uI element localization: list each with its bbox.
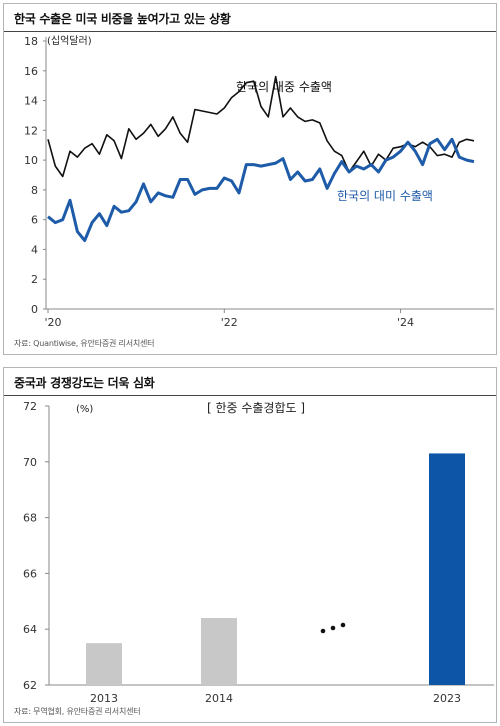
y-tick-label: 64 [23,623,37,636]
y-tick-label: 14 [24,95,38,108]
x-tick-label: '24 [397,316,414,329]
panel1-title: 한국 수출은 미국 비중을 높여가고 있는 상황 [14,12,231,26]
y-tick-label: 70 [23,456,37,469]
y-tick-label: 10 [24,154,38,167]
x-tick-label: 2023 [433,692,461,705]
y-tick-label: 0 [31,303,38,316]
title-rule [4,395,496,396]
y-tick-label: 16 [24,65,38,78]
series-label-china: 한국의 대중 수출액 [236,80,332,94]
panel1-source: 자료: Quantiwise, 유안타증권 리서치센터 [14,339,155,348]
panel2-source: 자료: 무역협회, 유안타증권 리서치센터 [14,707,141,716]
bar-2023 [429,453,465,685]
y-tick-label: 18 [24,35,38,48]
gap-ellipsis-dot [340,622,346,628]
us-export-line [47,137,475,242]
series-label-us: 한국의 대미 수출액 [337,189,433,203]
gap-ellipsis-dot [320,628,326,634]
y-unit-label: (십억달러) [47,35,92,47]
x-tick-label: 2013 [90,692,118,705]
y-tick-label: 2 [31,273,38,286]
panel2-title: 중국과 경쟁강도는 더욱 심화 [14,376,155,390]
bar-2013 [86,643,122,685]
gap-ellipsis-dot [330,625,336,631]
y-tick-label: 72 [23,400,37,413]
x-tick-label: '22 [221,316,238,329]
competition-bar-chart: (%) [ 한중 수출경합도 ] 62 64 66 68 70 72 2013 2014 202… [23,400,494,705]
y-tick-label: 66 [23,567,37,580]
y-tick-label: 4 [31,243,38,256]
x-tick-label: '20 [44,316,61,329]
china-export-line [47,75,475,178]
y-tick-label: 6 [31,214,38,227]
competition-panel: 중국과 경쟁강도는 더욱 심화 (%) [ 한중 수출경합도 ] 62 64 66 6… [3,367,497,723]
bar-2014 [201,618,237,685]
y-tick-label: 12 [24,124,38,137]
y-tick-label: 8 [31,184,38,197]
x-tick-label: 2014 [205,692,233,705]
y-tick-label: 62 [23,679,37,692]
title-rule [4,31,496,32]
y-tick-label: 68 [23,512,37,525]
export-line-chart: (십억달러) 한국의 대중 수출액 한국의 대미 수출액 0 2 4 6 8 10 12 14… [24,35,494,329]
y-unit-label: (%) [76,404,93,415]
us-china-export-panel: 한국 수출은 미국 비중을 높여가고 있는 상황 (십억달러) 한국의 대중 수… [3,3,497,355]
bar-chart-title: [ 한중 수출경합도 ] [207,401,305,415]
